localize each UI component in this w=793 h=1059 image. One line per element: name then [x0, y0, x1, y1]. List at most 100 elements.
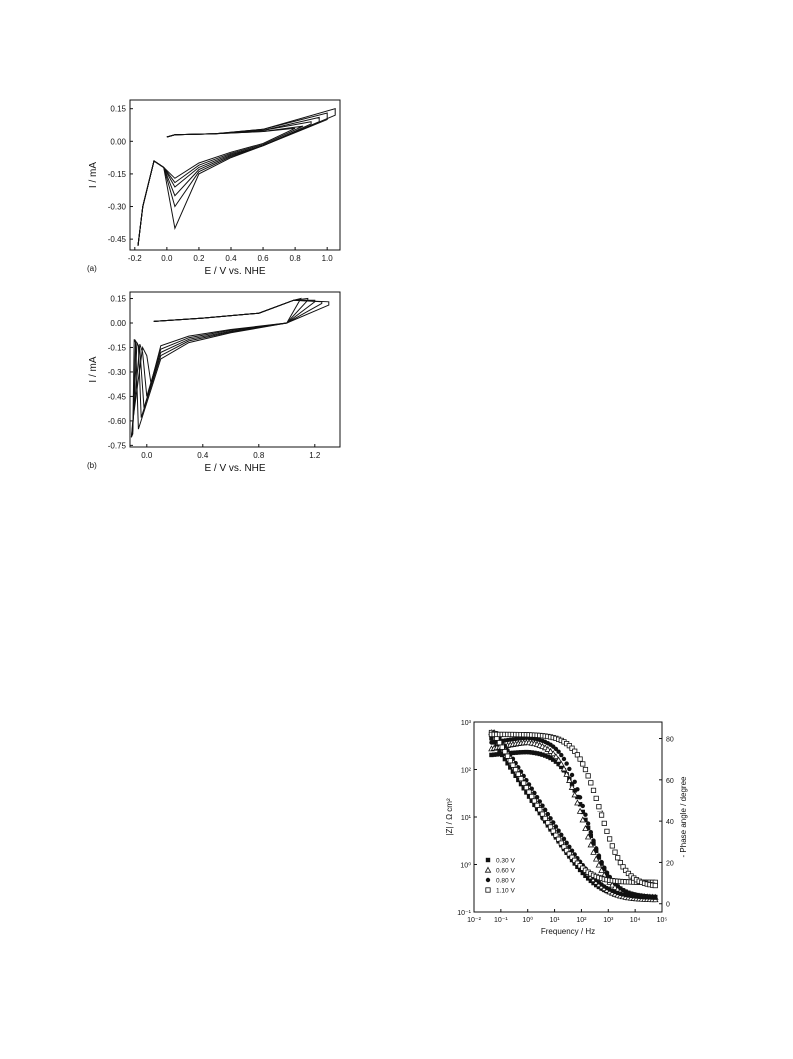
- data-point: [569, 745, 575, 751]
- data-point: [590, 787, 597, 793]
- y-tick-label: -0.60: [108, 417, 127, 426]
- y-tick-label: 0.00: [110, 319, 126, 328]
- data-point: [485, 857, 491, 863]
- data-point: [592, 855, 600, 862]
- data-point: [555, 756, 562, 763]
- data-point: [583, 812, 588, 817]
- x-tick-label: 10³: [603, 917, 614, 924]
- x-tick-label: 10⁰: [522, 916, 533, 924]
- data-point: [601, 820, 607, 826]
- data-point: [588, 780, 594, 786]
- data-point: [569, 857, 575, 863]
- data-point: [569, 854, 575, 860]
- data-point: [588, 830, 594, 835]
- x-tick-label: 0.4: [225, 254, 237, 263]
- x-tick-label: 10⁴: [630, 917, 641, 924]
- cv-chart-a: -0.2 0.0 0.2 0.4 0.6 0.8 1.0 0.15 0.00 -0.15 -0.30…: [87, 99, 341, 277]
- data-point: [575, 864, 580, 869]
- panel-label: (a): [87, 264, 97, 273]
- data-point: [580, 809, 585, 815]
- data-point: [491, 752, 497, 757]
- data-point: [558, 760, 565, 767]
- data-point: [567, 766, 572, 772]
- data-point: [547, 747, 554, 754]
- data-point: [583, 817, 588, 823]
- data-point: [537, 807, 543, 813]
- x-tick-label: 0.0: [141, 451, 153, 460]
- data-point: [513, 767, 519, 773]
- data-point: [556, 836, 562, 842]
- data-point: [575, 787, 580, 792]
- data-point: [504, 753, 511, 759]
- data-point: [548, 755, 553, 761]
- x-tick-label: 1.2: [309, 451, 321, 460]
- bode-panel: 10⁻² 10⁻¹ 10⁰ 10¹ 10² 10³ 10⁴ 10⁵ 10⁻¹ 10⁰ 10¹ 10² 1…: [440, 710, 695, 945]
- plot-frame: [129, 291, 341, 448]
- data-point: [561, 844, 567, 850]
- data-point: [489, 736, 494, 741]
- y-axis-label: I / mA: [88, 162, 99, 188]
- data-point: [516, 777, 521, 783]
- cv-chart-b: 0.0 0.4 0.8 1.2 0.15 0.00 -0.15 -0.30 -0.45 -0.60…: [87, 291, 341, 474]
- data-point: [526, 794, 532, 799]
- y-tick-label: 0.00: [110, 137, 126, 146]
- x-tick-label: 10¹: [550, 917, 561, 924]
- data-point: [609, 843, 615, 849]
- data-point: [516, 750, 521, 755]
- legend-label: 1.10 V: [496, 888, 515, 895]
- data-point: [540, 815, 545, 820]
- data-point: [572, 779, 577, 784]
- x-tick-label: 0.0: [161, 254, 173, 263]
- data-point: [526, 789, 532, 795]
- data-point: [568, 783, 576, 790]
- data-point: [563, 770, 570, 777]
- y-tick-label: -0.45: [108, 235, 127, 244]
- data-point: [510, 769, 516, 774]
- data-point: [588, 878, 594, 884]
- data-point: [620, 864, 626, 870]
- data-point: [571, 791, 578, 798]
- data-point: [518, 776, 524, 782]
- data-point: [617, 860, 623, 866]
- data-point: [500, 751, 505, 757]
- data-point: [596, 853, 602, 858]
- data-point: [598, 812, 605, 818]
- data-point: [523, 785, 529, 791]
- data-point: [574, 799, 581, 806]
- y-tick-label: -0.30: [108, 368, 127, 377]
- data-point: [577, 756, 583, 762]
- data-point: [612, 849, 618, 855]
- y2-tick-label: 20: [666, 860, 674, 867]
- cv-panel-b: 0.0 0.4 0.8 1.2 0.15 0.00 -0.15 -0.30 -0.45 -0.60…: [85, 287, 350, 482]
- data-point: [582, 824, 589, 831]
- data-point: [615, 855, 621, 861]
- y-tick-label: 0.15: [110, 105, 126, 114]
- data-point: [526, 749, 532, 755]
- data-point: [574, 860, 580, 866]
- data-point: [545, 823, 551, 828]
- data-point: [534, 751, 540, 756]
- data-point: [572, 857, 578, 863]
- data-point: [549, 750, 557, 757]
- data-point: [556, 749, 561, 754]
- data-point: [508, 765, 513, 770]
- data-point: [532, 750, 537, 756]
- cv-curve: [130, 299, 330, 438]
- x-tick-label: 0.6: [257, 254, 269, 263]
- data-point: [513, 750, 518, 755]
- y2-tick-label: 40: [666, 819, 674, 826]
- data-point: [623, 867, 629, 874]
- data-point: [585, 825, 591, 831]
- data-point: [582, 766, 589, 773]
- data-point: [577, 867, 583, 873]
- data-point: [551, 820, 556, 825]
- data-point: [566, 776, 573, 783]
- data-point: [518, 750, 524, 755]
- data-point: [537, 751, 542, 757]
- data-point: [485, 877, 491, 883]
- data-point: [540, 803, 545, 808]
- x-tick-label: 10⁵: [657, 917, 668, 924]
- data-point: [599, 859, 604, 865]
- data-point: [591, 841, 596, 846]
- data-point: [580, 761, 586, 767]
